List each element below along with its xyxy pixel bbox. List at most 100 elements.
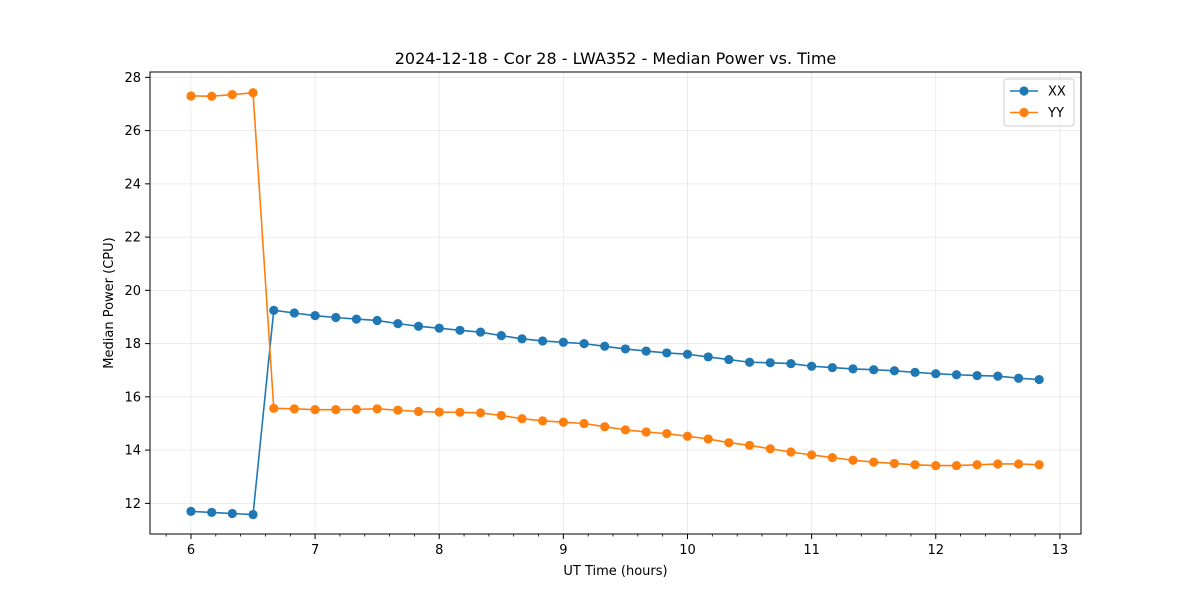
series-xx-point (827, 362, 837, 373)
x-axis-label: UT Time (hours) (563, 564, 667, 579)
y-tick-label: 20 (124, 284, 141, 299)
y-axis-label: Median Power (CPU) (102, 237, 117, 368)
series-yy-point (641, 427, 651, 437)
series-xx-point (434, 323, 444, 333)
x-tick-label: 13 (1052, 543, 1069, 558)
series-xx-point (786, 358, 796, 369)
series-xx-point (538, 336, 548, 346)
series-yy-point (848, 455, 858, 465)
series-yy-point (413, 406, 424, 417)
series-xx-point (455, 325, 465, 335)
series-yy-point (310, 405, 320, 415)
series-yy-point (931, 460, 941, 471)
series-yy-point (538, 416, 548, 426)
y-tick-label: 28 (124, 71, 141, 86)
series-xx-point (910, 367, 920, 377)
series-yy-point (248, 88, 258, 98)
x-tick-label: 11 (803, 543, 820, 558)
series-xx-point (1034, 374, 1044, 385)
y-tick-label: 22 (124, 231, 141, 246)
series-yy-point (496, 410, 506, 421)
series-xx-point (765, 358, 775, 368)
series-xx-point (393, 319, 403, 329)
x-tick-label: 8 (435, 543, 443, 558)
series-xx-point (372, 315, 382, 326)
series-yy-point (620, 425, 631, 435)
series-xx-point (724, 354, 734, 365)
series-xx-point (207, 507, 217, 518)
series-yy-point (517, 414, 527, 424)
legend-yy-marker (1019, 107, 1029, 118)
series-xx-point (744, 357, 755, 367)
series-yy-point (869, 457, 879, 467)
y-tick-label: 12 (124, 497, 141, 512)
series-yy-point (600, 422, 610, 432)
legend-xx-marker (1019, 86, 1029, 96)
series-yy-point (207, 91, 217, 101)
series-yy-point (351, 404, 362, 414)
series-xx-point (662, 348, 672, 358)
series-yy-point (331, 405, 341, 415)
series-yy-point (786, 447, 796, 457)
series-yy-point (434, 407, 444, 417)
series-xx-point (331, 312, 341, 323)
series-xx-point (475, 327, 486, 337)
series-xx-point (289, 308, 299, 318)
series-xx-point (682, 349, 693, 359)
series-yy-point (662, 429, 672, 439)
series-xx-point (248, 509, 258, 520)
y-tick-label: 16 (124, 390, 141, 405)
y-tick-label: 26 (124, 124, 141, 139)
series-xx-point (600, 341, 610, 351)
series-yy-point (455, 407, 465, 417)
series-xx-point (496, 331, 506, 341)
series-yy-point (910, 460, 920, 470)
series-xx-point (931, 369, 941, 379)
legend-yy-label: YY (1047, 106, 1064, 121)
series-xx-point (620, 344, 631, 354)
x-tick-label: 10 (679, 543, 696, 558)
y-tick-label: 18 (124, 337, 141, 352)
series-xx-point (227, 508, 237, 519)
series-xx-point (951, 370, 962, 380)
series-yy-point (289, 404, 299, 414)
series-xx-point (269, 305, 279, 315)
axes: 6 7 8 9 10 11 12 13 12 14 16 18 20 22 24 26 28 (124, 71, 1068, 558)
series-yy-point (227, 90, 237, 100)
series-yy-point (807, 450, 817, 460)
series-yy-point (558, 417, 568, 427)
grid-lines (150, 72, 1081, 534)
series-yy-point (372, 404, 382, 414)
series-layer (186, 88, 1044, 520)
series-yy-point (889, 458, 900, 469)
x-tick-label: 9 (559, 543, 567, 558)
series-yy-point (579, 418, 589, 429)
series-yy-point (1013, 459, 1024, 469)
series-xx-point (869, 365, 879, 375)
series-yy-point (703, 434, 713, 444)
series-xx-point (413, 321, 424, 331)
series-yy-point (951, 460, 962, 471)
x-tick-label: 6 (187, 543, 195, 558)
series-yy-point (475, 408, 486, 418)
series-xx-point (186, 506, 196, 516)
legend-xx-label: XX (1048, 85, 1066, 100)
series-xx-point (1013, 373, 1024, 383)
series-yy-point (682, 431, 693, 441)
series-yy-point (993, 459, 1003, 469)
series-yy-point (765, 444, 775, 454)
y-tick-label: 24 (124, 177, 141, 192)
series-xx-point (558, 337, 568, 347)
series-yy-point (827, 452, 837, 463)
series-xx-point (517, 334, 527, 344)
series-yy-point (1034, 460, 1044, 470)
series-yy-point (724, 438, 734, 448)
plot-area-frame (149, 71, 1082, 535)
series-yy-point (393, 405, 403, 415)
y-tick-label: 14 (124, 444, 141, 459)
legend: XX YY (1003, 78, 1075, 127)
series-xx-point (310, 311, 320, 321)
series-yy-point (186, 91, 196, 101)
